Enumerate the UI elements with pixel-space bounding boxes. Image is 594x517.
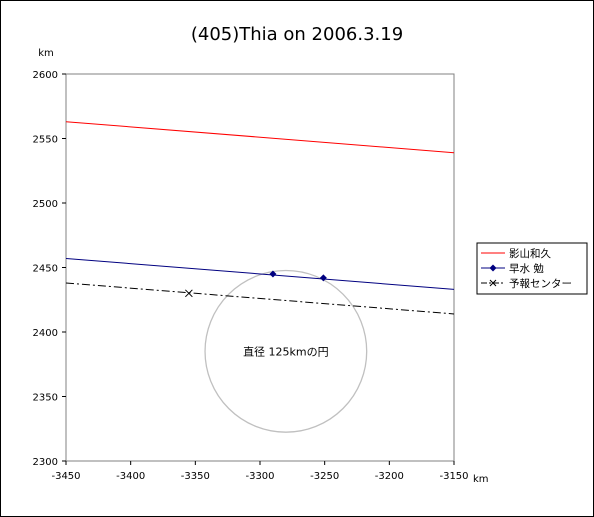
y-tick-label: 2500	[33, 199, 58, 210]
x-tick-label: -3200	[375, 471, 404, 482]
y-tick-label: 2600	[33, 70, 58, 81]
y-tick-label: 2550	[33, 135, 58, 146]
plot-area	[65, 73, 455, 462]
legend-label-3: 予報センター	[509, 278, 572, 290]
y-tick-label: 2350	[33, 393, 58, 404]
series-3-marker-1	[185, 289, 193, 298]
series-line-2	[66, 257, 454, 290]
legend-label-2: 早水 勉	[509, 262, 544, 275]
chart-title: (405)Thia on 2006.3.19	[191, 24, 403, 45]
x-tick-label: -3150	[439, 471, 468, 482]
x-tick-label: -3400	[116, 471, 145, 482]
series-2-marker-2	[319, 274, 327, 282]
x-axis-unit: km	[473, 474, 489, 485]
x-tick-label: -3250	[310, 471, 339, 482]
series-2-marker-1	[269, 270, 277, 278]
legend-marker-3	[489, 279, 497, 287]
y-tick-label: 2300	[33, 457, 58, 468]
series-line-3	[66, 282, 454, 315]
reference-circle	[204, 269, 368, 433]
y-tick-label: 2450	[33, 264, 58, 275]
y-tick-label: 2400	[33, 328, 58, 339]
x-tick-label: -3300	[245, 471, 274, 482]
y-axis-unit: km	[38, 48, 54, 59]
legend-label-1: 影山和久	[509, 247, 551, 260]
series-line-1	[66, 121, 454, 154]
circle-label: 直径 125kmの円	[243, 344, 329, 358]
x-tick-label: -3350	[181, 471, 210, 482]
x-tick-label: -3450	[51, 471, 80, 482]
legend-marker-2	[489, 264, 497, 272]
